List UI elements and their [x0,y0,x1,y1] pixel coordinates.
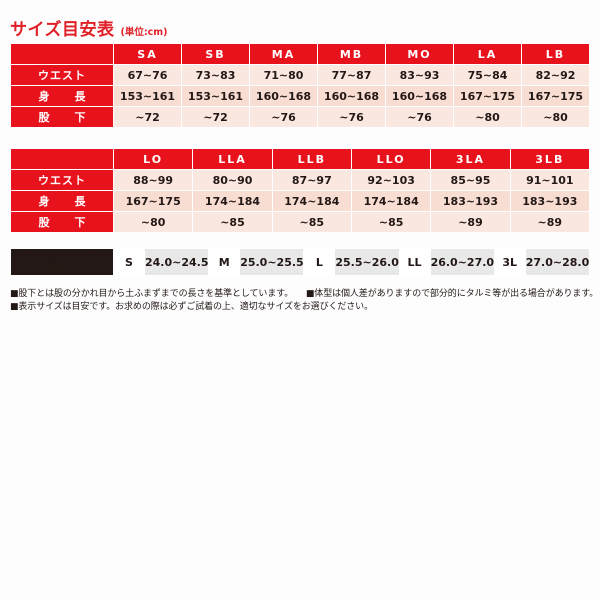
waist-lb: 82~92 [521,64,590,86]
size-header-3la: 3LA [430,148,511,170]
table-row-header: LO LLA LLB LLO 3LA 3LB [10,148,591,170]
table-row-waist: ウエスト 88~99 80~90 87~97 92~103 85~95 91~1… [10,169,591,191]
inseam-llo: ~85 [350,211,432,233]
socks-size-table: ソックス部のサイズ 目安表(cm) S 24.0~24.5 M 25.0~25.… [10,248,591,276]
inseam-llb: ~85 [271,211,352,233]
socks-header-line1: ソックス部のサイズ [12,249,112,262]
waist-ma: 71~80 [249,64,318,86]
page-title-unit-note: (単位:cm) [120,27,168,38]
socks-table-header: ソックス部のサイズ 目安表(cm) [10,248,114,276]
height-sa: 153~161 [113,85,182,107]
inseam-sb: ~72 [181,106,250,128]
socks-size-ll: LL [398,248,431,276]
height-sb: 153~161 [181,85,250,107]
waist-lla: 80~90 [192,169,273,191]
table-row-waist: ウエスト 67~76 73~83 71~80 77~87 83~93 75~84… [10,64,590,86]
waist-mb: 77~87 [317,64,386,86]
inseam-mb: ~76 [317,106,386,128]
socks-range-s: 24.0~24.5 [143,248,210,276]
height-3la: 183~193 [430,190,511,212]
size-header-lla: LLA [192,148,273,170]
size-header-llo: LLO [350,148,432,170]
inseam-mo: ~76 [385,106,454,128]
waist-sb: 73~83 [181,64,250,86]
row-label-inseam: 股 下 [10,106,114,128]
size-header-la: LA [453,43,522,65]
height-lo: 167~175 [112,190,194,212]
footnote-line-2: ■表示サイズは目安です。お求めの際は必ずご試着の上、適切なサイズをお選びください… [10,301,592,314]
size-header-lb: LB [521,43,590,65]
inseam-lb: ~80 [521,106,590,128]
waist-la: 75~84 [453,64,522,86]
socks-range-l: 25.5~26.0 [334,248,400,276]
table-row-height: 身 長 167~175 174~184 174~184 174~184 183~… [10,190,591,212]
height-llo: 174~184 [350,190,432,212]
socks-range-ll: 26.0~27.0 [429,248,495,276]
socks-table-row: ソックス部のサイズ 目安表(cm) S 24.0~24.5 M 25.0~25.… [10,248,591,276]
inseam-3la: ~89 [430,211,511,233]
waist-3lb: 91~101 [509,169,591,191]
waist-mo: 83~93 [385,64,454,86]
waist-llb: 87~97 [271,169,352,191]
table-row-height: 身 長 153~161 153~161 160~168 160~168 160~… [10,85,590,107]
page-title-text: サイズ目安表 [10,20,115,40]
waist-llo: 92~103 [350,169,432,191]
row-label-waist: ウエスト [10,169,114,191]
size-header-3lb: 3LB [509,148,591,170]
socks-size-3l: 3L [493,248,526,276]
height-3lb: 183~193 [509,190,591,212]
size-header-mb: MB [317,43,386,65]
corner-blank-cell [10,148,114,170]
socks-range-3l: 27.0~28.0 [524,248,591,276]
inseam-3lb: ~89 [509,211,591,233]
size-header-sa: SA [113,43,182,65]
size-table-block-2: LO LLA LLB LLO 3LA 3LB ウエスト 88~99 80~90 … [10,148,591,233]
corner-blank-cell [10,43,114,65]
footnote-body-variation: ■体型は個人差がありますので部分的にタルミ等が出る場合があります。 [305,289,599,299]
page-title: サイズ目安表 (単位:cm) [10,15,168,40]
inseam-ma: ~76 [249,106,318,128]
socks-size-s: S [113,248,145,276]
inseam-la: ~80 [453,106,522,128]
inseam-lo: ~80 [112,211,194,233]
size-header-mo: MO [385,43,454,65]
waist-sa: 67~76 [113,64,182,86]
height-lb: 167~175 [521,85,590,107]
height-lla: 174~184 [192,190,273,212]
height-llb: 174~184 [271,190,352,212]
row-label-height: 身 長 [10,190,114,212]
table-row-inseam: 股 下 ~80 ~85 ~85 ~85 ~89 ~89 [10,211,591,233]
socks-range-m: 25.0~25.5 [239,248,305,276]
inseam-lla: ~85 [192,211,273,233]
height-mo: 160~168 [385,85,454,107]
footnote-try-on-advice: ■表示サイズは目安です。お求めの際は必ずご試着の上、適切なサイズをお選びください… [10,302,373,312]
waist-3la: 85~95 [430,169,511,191]
footnote-line-1: ■股下とは股の分かれ目から土ふまずまでの長さを基準としています。 ■体型は個人差… [10,288,598,301]
height-mb: 160~168 [317,85,386,107]
size-header-llb: LLB [271,148,352,170]
waist-lo: 88~99 [112,169,194,191]
size-header-lo: LO [112,148,194,170]
socks-size-m: M [208,248,241,276]
height-la: 167~175 [453,85,522,107]
table-row-inseam: 股 下 ~72 ~72 ~76 ~76 ~76 ~80 ~80 [10,106,590,128]
size-header-ma: MA [249,43,318,65]
footnotes: ■股下とは股の分かれ目から土ふまずまでの長さを基準としています。 ■体型は個人差… [10,288,598,314]
row-label-inseam: 股 下 [10,211,114,233]
socks-size-l: L [303,248,336,276]
socks-header-line2: 目安表(cm) [31,261,93,274]
row-label-waist: ウエスト [10,64,114,86]
size-header-sb: SB [181,43,250,65]
inseam-sa: ~72 [113,106,182,128]
row-label-height: 身 長 [10,85,114,107]
size-table-block-1: SA SB MA MB MO LA LB ウエスト 67~76 73~83 71… [10,43,590,128]
footnote-inseam-definition: ■股下とは股の分かれ目から土ふまずまでの長さを基準としています。 [10,289,294,299]
table-row-header: SA SB MA MB MO LA LB [10,43,590,65]
height-ma: 160~168 [249,85,318,107]
